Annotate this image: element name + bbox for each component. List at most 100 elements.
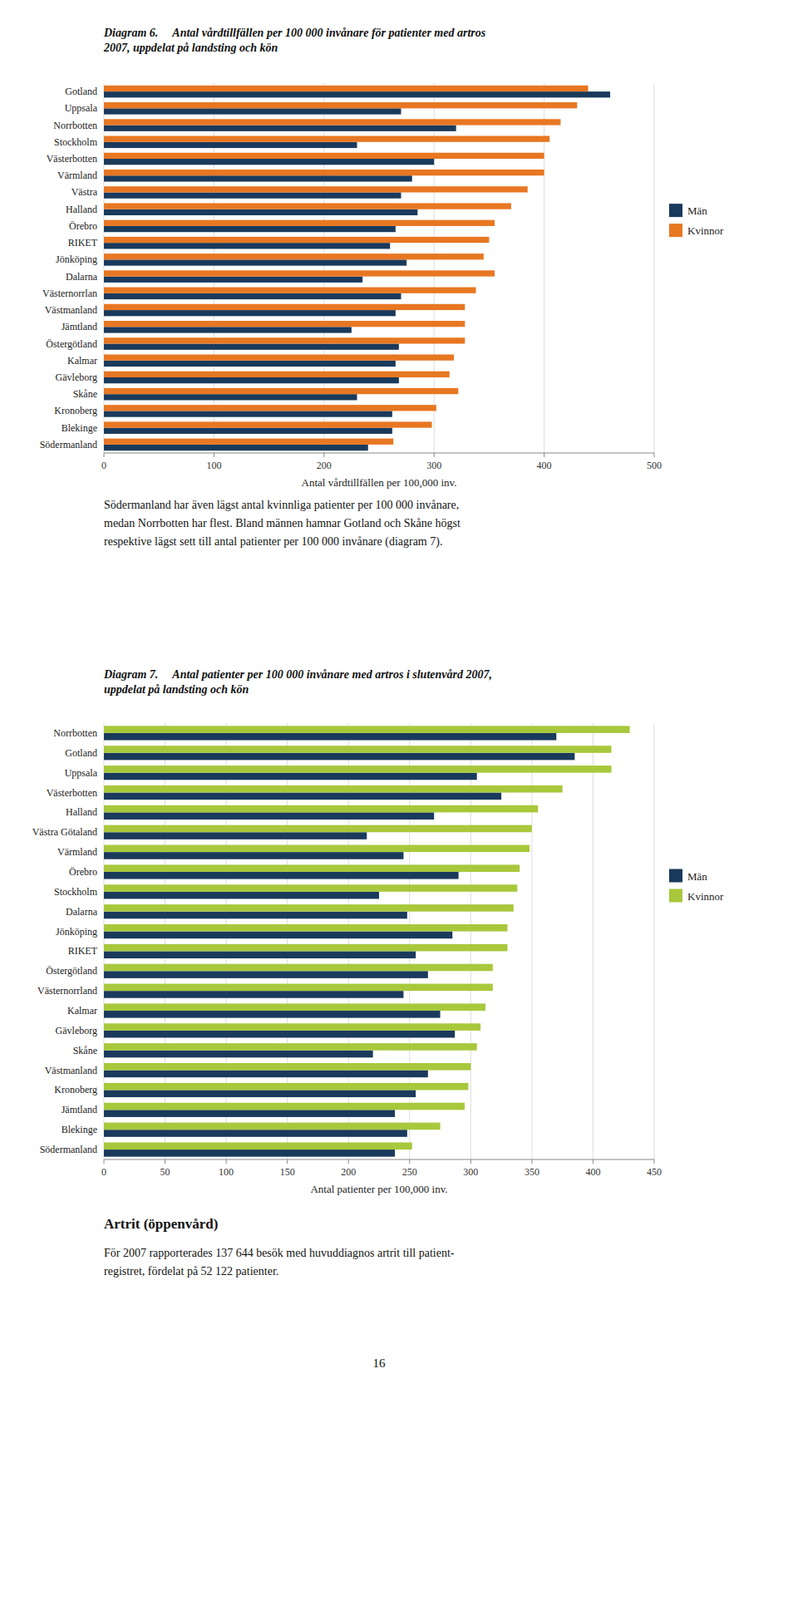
bar: [103, 253, 484, 260]
category-label: Skåne: [73, 388, 98, 400]
bar: [103, 192, 401, 198]
bar: [103, 871, 459, 880]
bar: [103, 1083, 468, 1091]
tick-label: 100: [206, 459, 222, 472]
bar: [103, 931, 453, 940]
category-label: Blekinge: [61, 422, 98, 434]
legend-swatch: [669, 889, 683, 903]
bar: [103, 85, 589, 92]
tick-label: 100: [218, 1166, 234, 1178]
page-number: 16: [373, 1356, 387, 1370]
bar: [103, 186, 528, 193]
bar: [103, 421, 433, 428]
bar: [103, 1030, 455, 1039]
chart: Diagram 6. Antal vårdtillfällen per 100 …: [39, 26, 725, 489]
bar: [103, 108, 401, 114]
category-label: Västerbotten: [46, 152, 98, 165]
axis-label: Antal patienter per 100,000 inv.: [310, 1182, 448, 1196]
bar: [103, 377, 399, 384]
bar: [103, 444, 369, 451]
category-label: Västra: [71, 186, 99, 198]
bar: [103, 904, 514, 912]
bar: [103, 1149, 395, 1158]
bar: [103, 175, 413, 182]
bar: [103, 304, 465, 311]
bar: [103, 990, 404, 999]
chart-title-line: Diagram 6. Antal vårdtillfällen per 100 …: [103, 26, 487, 40]
bar: [103, 864, 520, 872]
bar: [103, 428, 393, 434]
bar: [103, 1063, 471, 1071]
category-label: Västerbotten: [46, 787, 98, 799]
tick-label: 350: [524, 1166, 540, 1178]
chart-title-line: 2007, uppdelat på landsting och kön: [103, 41, 278, 55]
bar: [103, 287, 477, 294]
category-label: Västernorrland: [37, 985, 98, 997]
axis-label: Antal vårdtillfällen per 100,000 inv.: [301, 476, 458, 489]
bar: [103, 388, 459, 395]
bar: [103, 158, 434, 165]
category-label: Skåne: [73, 1044, 98, 1057]
category-label: Kalmar: [67, 354, 98, 367]
category-label: Norrbotten: [53, 727, 98, 739]
tick-mark: [592, 1159, 594, 1164]
footer-body-line: registret, fördelat på 52 122 patienter.: [103, 1265, 279, 1278]
bar: [103, 765, 612, 774]
category-label: Gotland: [64, 747, 98, 759]
legend-swatch: [669, 869, 683, 883]
bar: [103, 270, 495, 276]
bar: [103, 1023, 481, 1031]
bar: [103, 142, 358, 148]
category-label: Östergötland: [45, 965, 98, 977]
tick-label: 150: [280, 1166, 296, 1178]
bar: [103, 118, 561, 125]
category-label: Västra Götaland: [32, 826, 98, 838]
text-block-line: Södermanland har även lägst antal kvinnl…: [103, 498, 459, 512]
tick-mark: [164, 1159, 166, 1164]
bar: [103, 845, 530, 853]
legend: MänKvinnor: [669, 203, 725, 237]
category-label: Kronoberg: [54, 404, 98, 417]
chart-title-line: uppdelat på landsting och kön: [103, 683, 249, 696]
text-block-line: medan Norrbotten har flest. Bland männen…: [103, 517, 461, 530]
bar: [103, 91, 611, 98]
bar: [103, 293, 401, 300]
bar: [103, 394, 358, 400]
tick-mark: [226, 1159, 227, 1164]
category-label: RIKET: [68, 236, 99, 249]
bar: [103, 220, 495, 227]
tick-mark: [286, 1159, 288, 1164]
bar: [103, 242, 390, 249]
category-label: Uppsala: [64, 767, 99, 779]
tick-label: 400: [585, 1166, 601, 1178]
bar: [103, 805, 538, 813]
bar: [103, 812, 434, 820]
category-label: Gotland: [64, 85, 98, 98]
category-label: Västernorrlan: [42, 287, 98, 300]
footer-body: För 2007 rapporterades 137 644 besök med…: [103, 1246, 455, 1278]
bar: [103, 1010, 441, 1019]
bar: [103, 984, 493, 992]
category-label: Norrbotten: [53, 119, 98, 132]
tick-label: 500: [646, 459, 662, 472]
chart-title-line: Diagram 7. Antal patienter per 100 000 i…: [103, 668, 493, 681]
tick-mark: [103, 1159, 105, 1164]
bar: [103, 125, 457, 132]
footer-heading: Artrit (öppenvård): [103, 1216, 218, 1232]
category-label: Södermanland: [39, 438, 98, 451]
bars: [103, 725, 631, 1157]
tick-label: 400: [536, 459, 552, 472]
category-label: Dalarna: [65, 270, 99, 283]
bar: [103, 1089, 416, 1098]
category-label: Kronoberg: [54, 1083, 98, 1096]
footer-body-line: För 2007 rapporterades 137 644 besök med…: [103, 1246, 455, 1260]
tick-mark: [531, 1159, 532, 1164]
page: Diagram 6. Antal vårdtillfällen per 100 …: [0, 0, 798, 1600]
bar: [103, 793, 502, 801]
bar: [103, 226, 396, 232]
bar: [103, 911, 408, 920]
bar: [103, 1142, 413, 1150]
bar: [103, 1123, 441, 1131]
tick-mark: [103, 453, 105, 458]
tick-mark: [470, 1159, 472, 1164]
